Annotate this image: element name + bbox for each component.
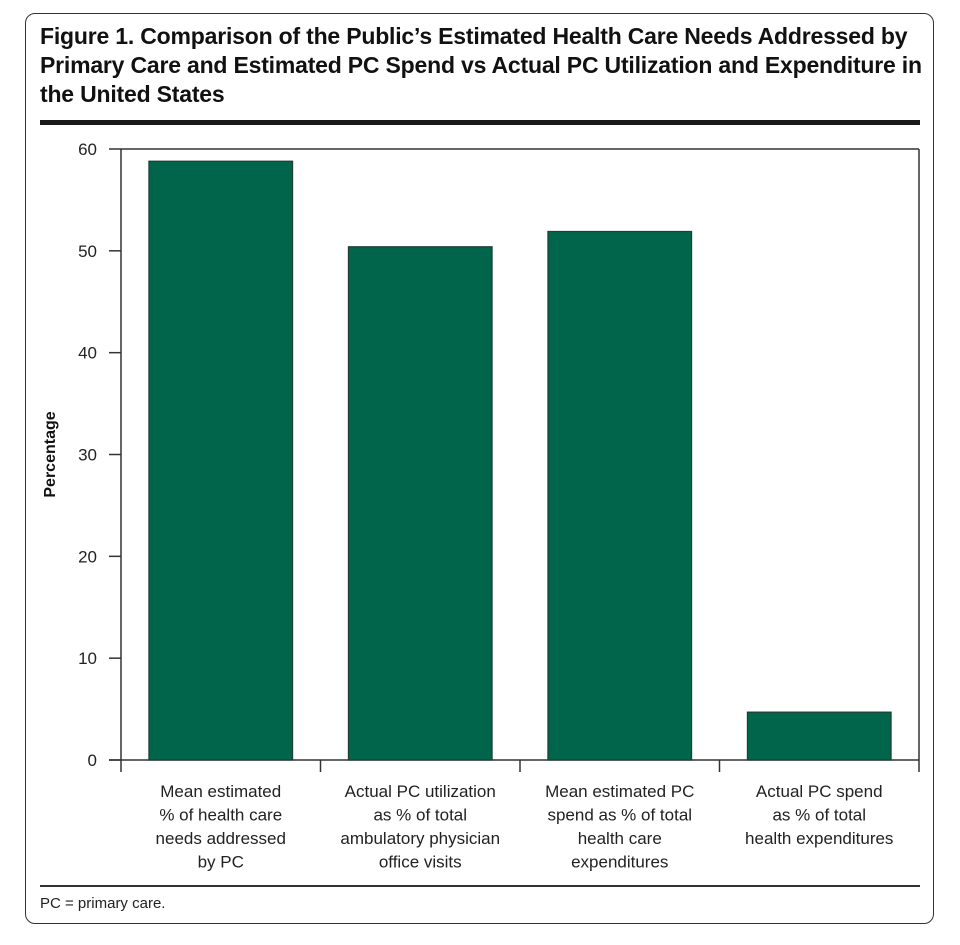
x-category-label: Actual PC spend as % of total health expen…	[745, 782, 893, 848]
y-tick-label: 40	[78, 344, 97, 363]
x-category-label-line: office visits	[379, 853, 462, 872]
x-category-label-line: Actual PC spend	[756, 782, 883, 801]
x-category-label: Actual PC utilization as % of total ambula…	[340, 782, 500, 872]
figure-frame	[25, 13, 934, 924]
x-category-label-line: Mean estimated	[160, 782, 281, 801]
x-category-label: Mean estimated PC spend as % of total heal…	[545, 782, 694, 872]
y-tick-label: 50	[78, 242, 97, 261]
x-category-label-line: as % of total	[373, 806, 467, 825]
x-category-label-line: Actual PC utilization	[345, 782, 496, 801]
x-category-label-line: health care	[578, 829, 662, 848]
y-axis-label: Percentage	[42, 411, 59, 497]
x-category-label-line: needs addressed	[156, 829, 286, 848]
y-tick-label: 30	[78, 446, 97, 465]
x-category-label-line: spend as % of total	[547, 806, 692, 825]
x-category-label-line: health expenditures	[745, 829, 893, 848]
y-tick-label: 20	[78, 547, 97, 566]
title-rule	[40, 120, 920, 125]
x-category-label-line: ambulatory physician	[340, 829, 500, 848]
figure-title: Figure 1. Comparison of the Public’s Est…	[40, 23, 922, 107]
y-tick-label: 0	[88, 751, 97, 770]
x-category-label: Mean estimated % of health care needs addr…	[156, 782, 286, 872]
footer-rule	[40, 885, 920, 887]
bar	[347, 246, 493, 761]
bar	[547, 230, 693, 761]
y-tick-label: 10	[78, 649, 97, 668]
x-category-label-line: by PC	[198, 853, 244, 872]
x-category-label-line: as % of total	[772, 806, 866, 825]
bar	[746, 711, 892, 761]
footnote: PC = primary care.	[40, 895, 166, 912]
x-category-label-line: expenditures	[571, 853, 668, 872]
x-category-label-line: Mean estimated PC	[545, 782, 694, 801]
x-category-label-line: % of health care	[159, 806, 282, 825]
bar	[148, 160, 294, 761]
y-tick-label: 60	[78, 140, 97, 159]
